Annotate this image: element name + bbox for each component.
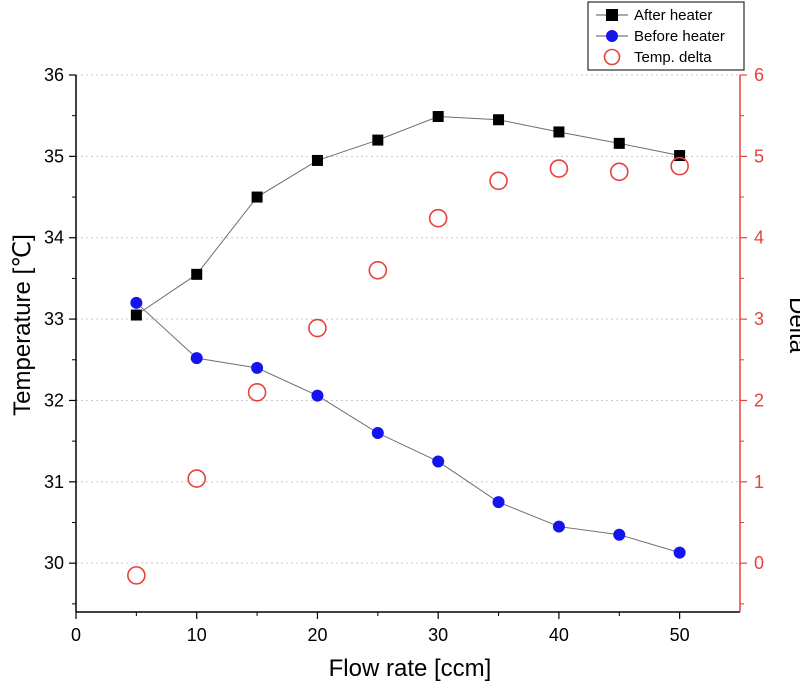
legend-marker-temp-delta [603,48,621,66]
y-tick-label-2: 32 [44,390,64,410]
point-temp-delta-2 [247,383,267,402]
y-tick-label-0: 30 [44,553,64,573]
legend-label-before-heater: Before heater [634,28,725,45]
y2-tick-label-6: 6 [754,65,764,85]
markers [127,110,689,585]
y2-tick-label-4: 4 [754,228,764,248]
legend-marker-before-heater [606,30,618,42]
series-line-before-heater [136,302,680,554]
point-before-heater-3 [311,389,324,402]
x-tick-label-5: 50 [670,625,690,645]
y2-axis-title: Delta [784,297,800,354]
y-tick-label-4: 34 [44,228,64,248]
series-line-after-heater [136,115,680,316]
x-axis-title: Flow rate [ccm] [329,655,492,682]
point-after-heater-8 [613,137,625,149]
point-before-heater-8 [613,528,626,541]
point-before-heater-6 [492,496,505,509]
point-temp-delta-8 [609,162,629,182]
y-tick-label-1: 31 [44,472,64,492]
x-tick-label-1: 10 [187,625,207,645]
x-tick-label-0: 0 [71,625,81,645]
point-before-heater-0 [130,296,143,309]
y-axis-title: Temperature [℃] [9,234,36,416]
axes [75,75,741,613]
grid [76,74,740,564]
point-before-heater-9 [673,546,686,559]
point-temp-delta-1 [187,469,207,488]
point-after-heater-4 [372,134,384,146]
point-after-heater-5 [432,110,444,122]
legend-label-temp-delta: Temp. delta [634,49,712,66]
point-before-heater-7 [552,520,565,533]
point-temp-delta-0 [127,566,146,585]
point-after-heater-0 [130,309,142,321]
point-before-heater-2 [251,361,264,374]
y-tick-label-6: 36 [44,65,64,85]
y2-tick-label-3: 3 [754,309,764,329]
point-after-heater-3 [311,154,323,166]
point-temp-delta-9 [670,156,689,176]
point-temp-delta-4 [368,260,388,280]
point-after-heater-6 [493,114,505,126]
point-temp-delta-7 [549,159,569,178]
x-tick-label-4: 40 [549,625,569,645]
point-after-heater-1 [191,268,203,280]
y-tick-label-5: 35 [44,146,64,166]
series-lines [136,115,680,554]
legend: After heater Before heater Temp. delta [587,1,745,71]
y2-tick-label-0: 0 [754,553,764,573]
point-after-heater-2 [251,191,263,203]
point-before-heater-5 [432,455,445,468]
x-tick-label-2: 20 [307,625,327,645]
legend-label-after-heater: After heater [634,7,712,24]
y2-tick-label-1: 1 [754,472,764,492]
y2-tick-label-2: 2 [754,390,764,410]
point-temp-delta-5 [428,208,448,228]
x-tick-label-3: 30 [428,625,448,645]
y-tick-label-3: 33 [44,309,64,329]
point-before-heater-1 [190,352,203,365]
y2-tick-label-5: 5 [754,146,764,166]
legend-marker-after-heater [606,9,618,21]
point-temp-delta-6 [489,171,508,191]
point-before-heater-4 [371,427,384,439]
point-after-heater-7 [553,126,565,138]
point-temp-delta-3 [308,318,327,338]
point-after-heater-9 [674,150,686,162]
